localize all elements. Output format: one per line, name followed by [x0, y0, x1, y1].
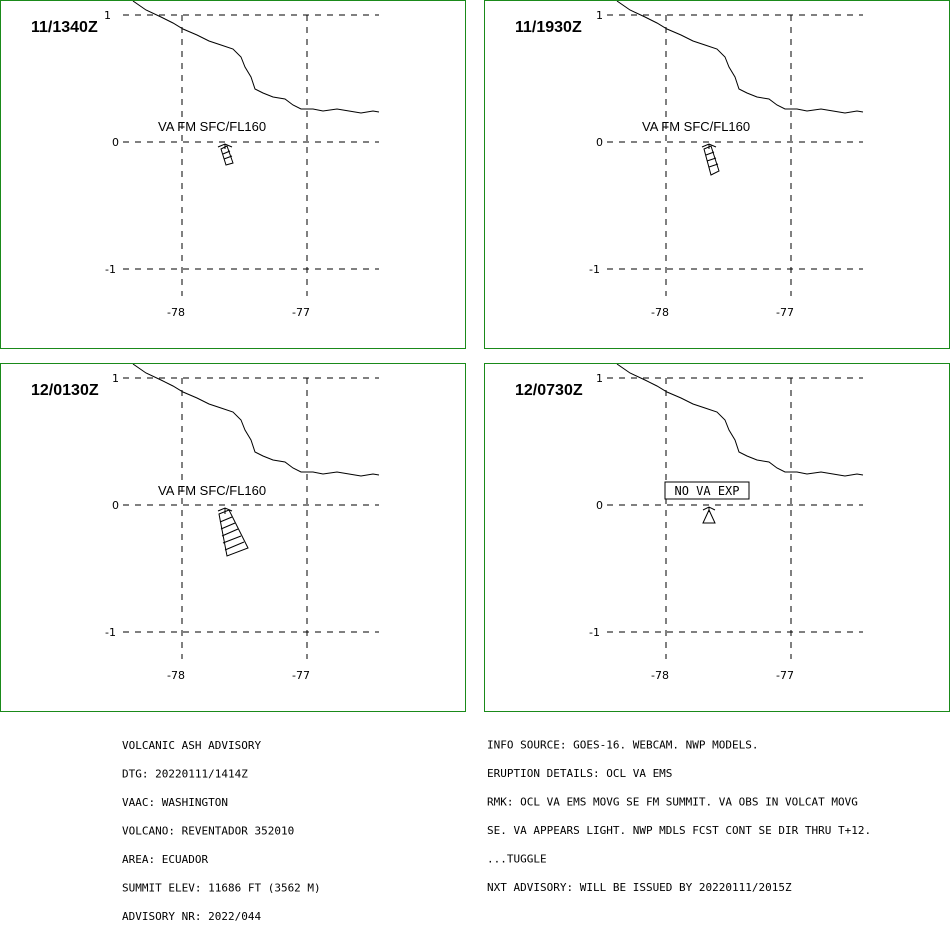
border-line	[132, 364, 380, 477]
map-canvas: NO VA EXP 1 0 -1 -78 -77	[589, 364, 864, 682]
lat-tick-0: 0	[112, 499, 119, 512]
advisory-line: AREA: ECUADOR	[122, 853, 209, 866]
advisory-line: ADVISORY NR: 2022/044	[122, 910, 262, 923]
map-canvas: VA FM SFC/FL160 1 0 -1 -78 -77	[105, 364, 380, 682]
lat-tick-0: 0	[112, 136, 119, 149]
advisory-header-block: VOLCANIC ASH ADVISORY DTG: 20220111/1414…	[122, 723, 321, 932]
lon-tick-m77: -77	[292, 306, 310, 319]
advisory-line: ERUPTION DETAILS: OCL VA EMS	[487, 767, 673, 780]
advisory-line: VOLCANO: REVENTADOR 352010	[122, 825, 295, 838]
advisory-line: DTG: 20220111/1414Z	[122, 768, 248, 781]
ash-plume	[217, 143, 234, 166]
map-canvas: VA FM SFC/FL160 1 0 -1 -78 -77	[589, 1, 864, 319]
advisory-line: RMK: OCL VA EMS MOVG SE FM SUMMIT. VA OB…	[487, 795, 858, 809]
lon-tick-m78: -78	[651, 306, 669, 319]
border-line	[616, 364, 864, 477]
advisory-line: NXT ADVISORY: WILL BE ISSUED BY 20220111…	[487, 881, 792, 894]
map-panel-1: VA FM SFC/FL160 1 0 -1 -78 -77 11/1340Z	[0, 0, 466, 349]
lat-tick-0: 0	[596, 136, 603, 149]
va-level-label: VA FM SFC/FL160	[158, 119, 266, 134]
lon-tick-m78: -78	[651, 669, 669, 682]
border-line	[616, 1, 864, 114]
advisory-line: INFO SOURCE: GOES-16. WEBCAM. NWP MODELS…	[487, 738, 759, 752]
lon-tick-m78: -78	[167, 306, 185, 319]
lon-tick-m77: -77	[776, 306, 794, 319]
lat-tick-m1: -1	[589, 626, 600, 639]
valid-time-label: 12/0130Z	[31, 382, 99, 399]
border-line	[132, 1, 380, 114]
ash-plume	[701, 143, 720, 176]
valid-time-label: 11/1340Z	[31, 19, 98, 36]
lat-tick-0: 0	[596, 499, 603, 512]
no-va-label: NO VA EXP	[674, 484, 739, 498]
lat-tick-m1: -1	[105, 263, 116, 276]
map-panel-4: NO VA EXP 1 0 -1 -78 -77 12/0730Z	[484, 363, 950, 712]
valid-time-label: 11/1930Z	[515, 19, 582, 36]
map-panel-3: VA FM SFC/FL160 1 0 -1 -78 -77 12/0130Z	[0, 363, 466, 712]
lon-tick-m77: -77	[776, 669, 794, 682]
advisory-line: VAAC: WASHINGTON	[122, 796, 228, 809]
no-va-box	[664, 481, 750, 500]
lat-tick-1: 1	[104, 9, 111, 22]
va-level-label: VA FM SFC/FL160	[642, 119, 750, 134]
lat-tick-1: 1	[596, 372, 603, 385]
lon-tick-m78: -78	[167, 669, 185, 682]
ash-plume	[217, 507, 249, 557]
lat-tick-m1: -1	[105, 626, 116, 639]
map-canvas: VA FM SFC/FL160 1 0 -1 -78 -77	[104, 1, 380, 319]
va-level-label: VA FM SFC/FL160	[158, 483, 266, 498]
volcano-symbol	[702, 506, 716, 524]
lat-tick-m1: -1	[589, 263, 600, 276]
lat-tick-1: 1	[112, 372, 119, 385]
valid-time-label: 12/0730Z	[515, 382, 583, 399]
lat-tick-1: 1	[596, 9, 603, 22]
lon-tick-m77: -77	[292, 669, 310, 682]
advisory-line: ...TUGGLE	[487, 852, 547, 866]
advisory-line: SUMMIT ELEV: 11686 FT (3562 M)	[122, 882, 321, 895]
map-panel-2: VA FM SFC/FL160 1 0 -1 -78 -77 11/1930Z	[484, 0, 950, 349]
advisory-line: SE. VA APPEARS LIGHT. NWP MDLS FCST CONT…	[487, 824, 872, 837]
advisory-remarks-block: INFO SOURCE: GOES-16. WEBCAM. NWP MODELS…	[487, 722, 871, 903]
advisory-line: VOLCANIC ASH ADVISORY	[122, 739, 262, 752]
